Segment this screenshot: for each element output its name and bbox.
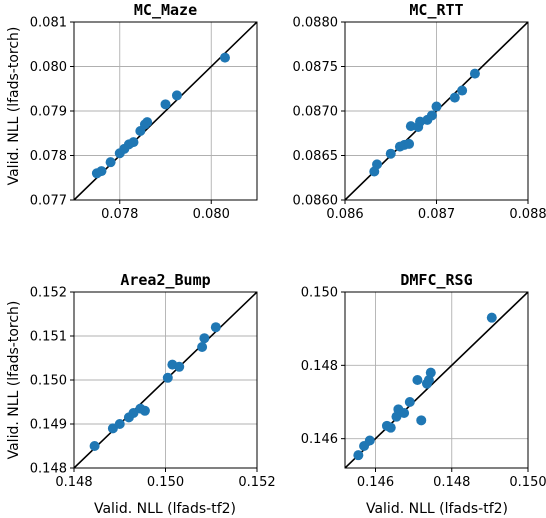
y-tick-label: 0.078 xyxy=(30,149,67,164)
data-point xyxy=(171,90,182,101)
data-point xyxy=(426,110,437,121)
data-point xyxy=(197,342,208,352)
panel-title: Area2_Bump xyxy=(120,271,210,289)
identity-line xyxy=(345,292,528,468)
y-tick-label: 0.0880 xyxy=(293,16,339,31)
data-point xyxy=(219,52,230,63)
data-point xyxy=(405,121,416,132)
y-tick-label: 0.146 xyxy=(301,432,338,447)
x-tick-label: 0.086 xyxy=(326,207,363,222)
y-axis-label-top: Valid. NLL (lfads-torch) xyxy=(6,27,22,186)
data-point xyxy=(469,68,480,79)
data-point xyxy=(162,372,173,383)
data-point xyxy=(353,450,364,461)
data-point xyxy=(372,159,383,170)
data-point xyxy=(486,312,497,323)
data-point xyxy=(412,375,423,385)
y-tick-label: 0.0875 xyxy=(293,60,339,75)
y-tick-label: 0.150 xyxy=(301,286,338,301)
y-tick-label: 0.151 xyxy=(30,330,67,345)
data-point xyxy=(89,441,100,451)
x-tick-label: 0.146 xyxy=(357,475,394,490)
x-tick-label: 0.080 xyxy=(193,207,230,222)
data-point xyxy=(431,101,442,112)
x-tick-label: 0.078 xyxy=(101,207,138,222)
x-axis-label-left: Valid. NLL (lfads-tf2) xyxy=(94,501,236,517)
panel-4: 0.146 0.148 0.150 0.146 0.148 0.150 DMFC_RSG xyxy=(301,271,546,490)
data-point xyxy=(139,405,150,416)
panel-title: MC_RTT xyxy=(409,1,463,19)
x-tick-label: 0.150 xyxy=(509,475,546,490)
data-point xyxy=(105,157,116,168)
data-point xyxy=(416,415,427,426)
y-tick-label: 0.077 xyxy=(30,194,67,209)
y-tick-label: 0.0860 xyxy=(293,194,339,209)
x-tick-label: 0.148 xyxy=(55,475,92,490)
data-point xyxy=(404,397,415,407)
y-tick-label: 0.0870 xyxy=(293,105,339,120)
data-point xyxy=(96,166,107,177)
y-tick-label: 0.079 xyxy=(30,105,67,120)
axes-frame xyxy=(344,291,529,469)
data-point xyxy=(385,422,396,433)
y-tick-label: 0.148 xyxy=(30,462,67,477)
panel-3: 0.148 0.150 0.152 0.148 0.149 0.150 0.151 0.152… xyxy=(30,271,276,490)
data-point xyxy=(399,408,410,418)
x-axis-label-right: Valid. NLL (lfads-tf2) xyxy=(366,501,508,517)
y-tick-label: 0.0865 xyxy=(293,149,339,164)
y-tick-label: 0.152 xyxy=(30,286,67,301)
panel-1: 0.078 0.080 0.077 0.078 0.079 0.080 0.081 MC_Ma… xyxy=(30,1,258,222)
data-point xyxy=(385,148,396,159)
y-tick-label: 0.081 xyxy=(30,16,67,31)
x-tick-label: 0.150 xyxy=(147,475,184,490)
x-tick-label: 0.087 xyxy=(418,207,455,222)
x-tick-label: 0.148 xyxy=(433,475,470,490)
panel-grid: 0.078 0.080 0.077 0.078 0.079 0.080 0.081 MC_Ma… xyxy=(30,1,546,490)
x-tick-label: 0.088 xyxy=(509,207,546,222)
data-point xyxy=(174,361,185,372)
data-point xyxy=(425,367,436,378)
data-point xyxy=(404,138,415,149)
data-point xyxy=(114,419,125,429)
data-point xyxy=(128,137,139,148)
y-tick-label: 0.080 xyxy=(30,60,67,75)
y-tick-label: 0.149 xyxy=(30,418,67,433)
y-tick-label: 0.148 xyxy=(301,359,338,374)
y-axis-label-bottom: Valid. NLL (lfads-torch) xyxy=(6,301,22,460)
data-point xyxy=(210,322,221,333)
y-tick-label: 0.150 xyxy=(30,374,67,389)
data-point xyxy=(364,435,375,446)
data-point xyxy=(457,85,468,96)
x-tick-label: 0.152 xyxy=(238,475,275,490)
panel-title: DMFC_RSG xyxy=(400,271,472,289)
data-point xyxy=(160,99,171,110)
data-point xyxy=(142,117,153,128)
panel-title: MC_Maze xyxy=(134,1,197,19)
data-point xyxy=(199,333,210,344)
panel-2: 0.086 0.087 0.088 0.0860 0.0865 0.0870 0.0875 0… xyxy=(293,1,546,222)
data-point xyxy=(449,92,460,103)
